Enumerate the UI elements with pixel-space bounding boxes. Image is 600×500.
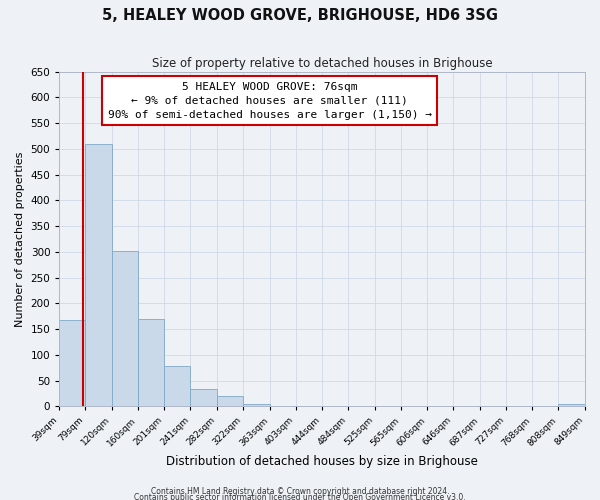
Bar bbox=[217, 396, 243, 406]
Y-axis label: Number of detached properties: Number of detached properties bbox=[15, 152, 25, 326]
Bar bbox=[112, 251, 138, 406]
Text: Contains public sector information licensed under the Open Government Licence v3: Contains public sector information licen… bbox=[134, 492, 466, 500]
Bar bbox=[85, 144, 112, 406]
Title: Size of property relative to detached houses in Brighouse: Size of property relative to detached ho… bbox=[152, 58, 493, 70]
Bar bbox=[138, 319, 164, 406]
X-axis label: Distribution of detached houses by size in Brighouse: Distribution of detached houses by size … bbox=[166, 454, 478, 468]
Bar bbox=[190, 390, 217, 406]
Text: 5 HEALEY WOOD GROVE: 76sqm
← 9% of detached houses are smaller (111)
90% of semi: 5 HEALEY WOOD GROVE: 76sqm ← 9% of detac… bbox=[107, 82, 431, 120]
Bar bbox=[559, 404, 585, 406]
Bar bbox=[164, 366, 190, 406]
Bar bbox=[243, 404, 269, 406]
Text: Contains HM Land Registry data © Crown copyright and database right 2024.: Contains HM Land Registry data © Crown c… bbox=[151, 486, 449, 496]
Bar bbox=[59, 320, 85, 406]
Text: 5, HEALEY WOOD GROVE, BRIGHOUSE, HD6 3SG: 5, HEALEY WOOD GROVE, BRIGHOUSE, HD6 3SG bbox=[102, 8, 498, 22]
